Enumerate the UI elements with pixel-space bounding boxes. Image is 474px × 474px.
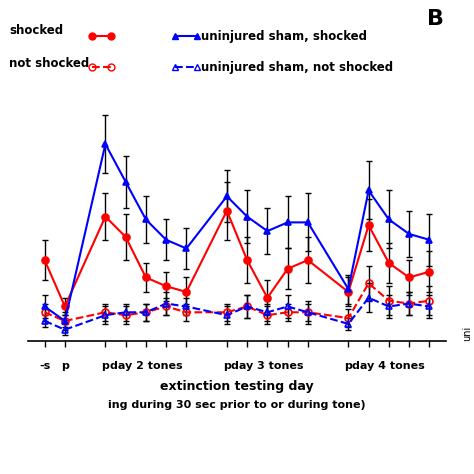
- Text: not shocked: not shocked: [9, 57, 90, 70]
- Text: day 3 tones: day 3 tones: [231, 361, 304, 371]
- Text: -s: -s: [39, 361, 50, 371]
- Text: ing during 30 sec prior to or during tone): ing during 30 sec prior to or during ton…: [108, 400, 366, 410]
- Text: day 4 tones: day 4 tones: [353, 361, 425, 371]
- Text: p: p: [223, 361, 231, 371]
- Text: p: p: [61, 361, 69, 371]
- Text: B: B: [427, 9, 444, 29]
- Text: p: p: [101, 361, 109, 371]
- Text: shocked: shocked: [9, 24, 64, 36]
- Text: day 2 tones: day 2 tones: [109, 361, 182, 371]
- Text: p: p: [345, 361, 352, 371]
- Text: extinction testing day: extinction testing day: [160, 380, 314, 393]
- Text: uninjured sham, shocked: uninjured sham, shocked: [201, 29, 367, 43]
- Text: uni: uni: [462, 326, 472, 341]
- Text: uninjured sham, not shocked: uninjured sham, not shocked: [201, 61, 393, 74]
